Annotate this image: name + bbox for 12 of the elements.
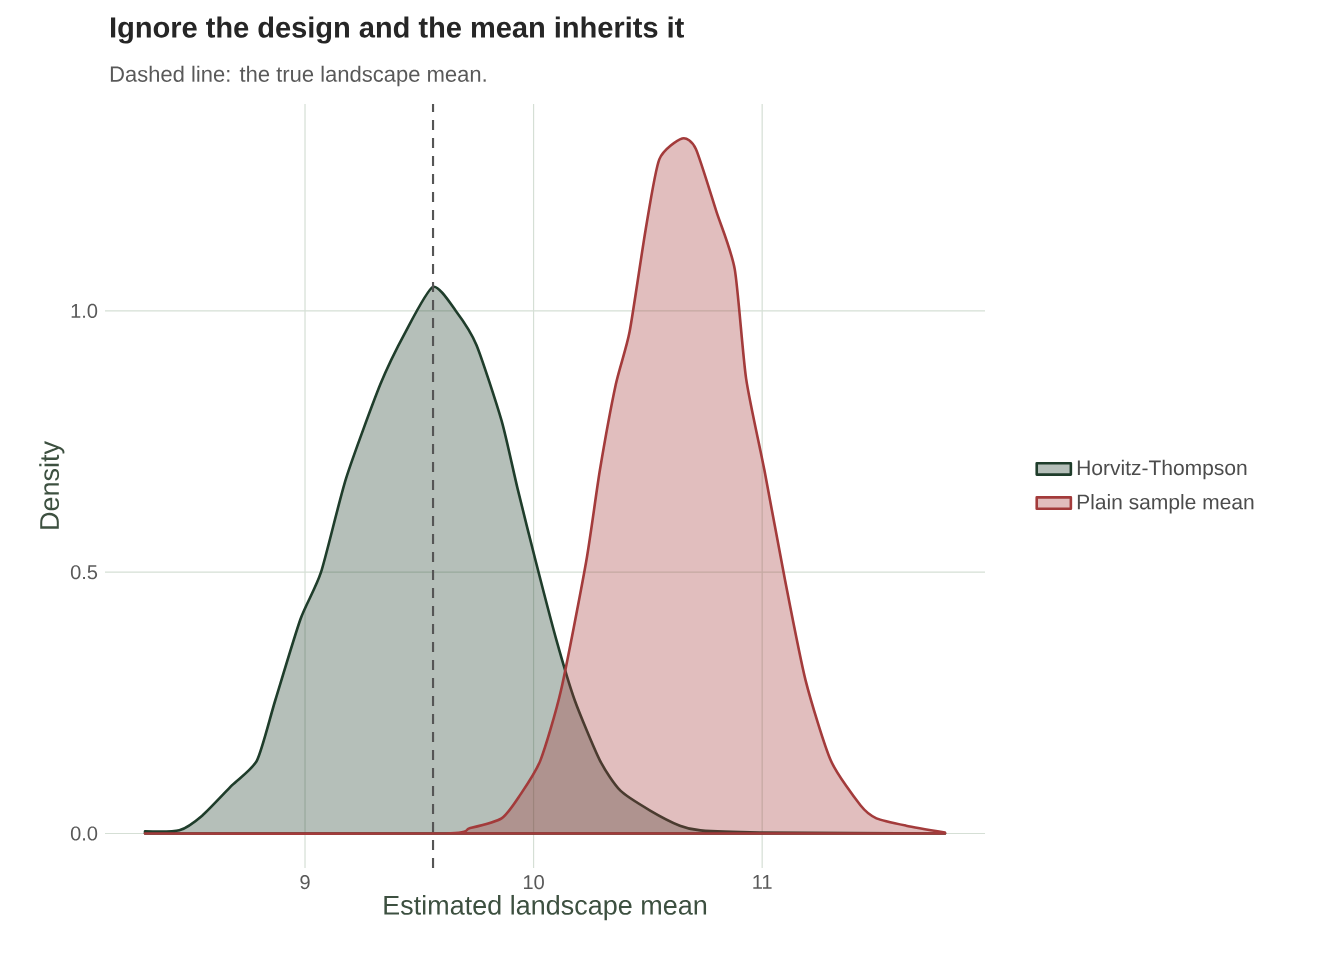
chart-title: Ignore the design and the mean inherits it [111,16,684,44]
x-tick-label: 10 [524,875,544,890]
x-tick-label: 11 [753,875,772,889]
y-tick-label: 0.0 [70,826,98,841]
y-axis-title: Density [39,441,65,529]
chart-subtitle: Dashed line: the true landscape mean. [110,65,486,87]
x-axis-title: Estimated landscape mean [384,894,707,921]
x-tick-label: 9 [300,875,310,890]
legend-label: Horvitz-Thompson [1077,459,1247,480]
legend-label: Plain sample mean [1077,494,1254,514]
y-tick-label: 1.0 [71,303,98,319]
y-tick-label: 0.5 [70,565,98,580]
